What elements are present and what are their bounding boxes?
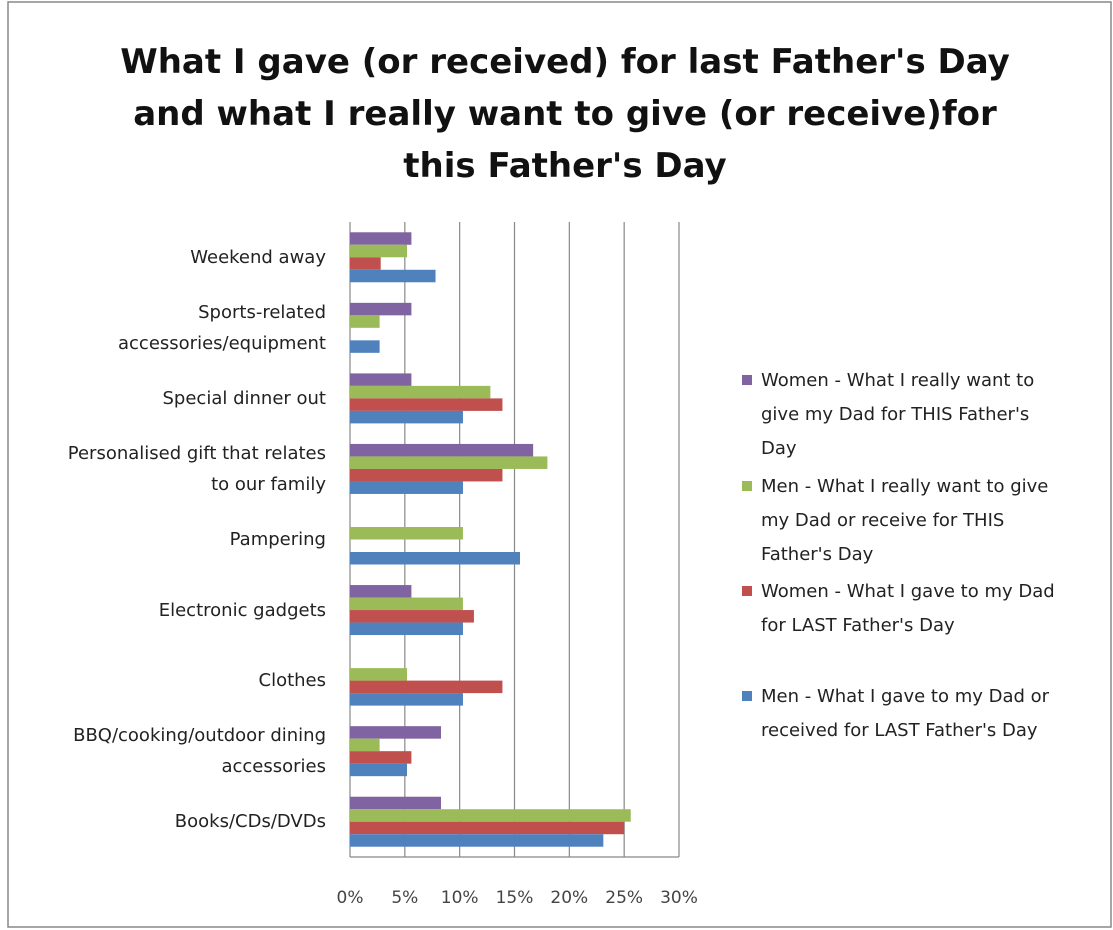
x-tick-label: 0%	[336, 888, 364, 908]
bar	[350, 527, 463, 540]
bar	[350, 456, 548, 469]
x-tick-label: 15%	[495, 888, 534, 908]
y-tick-label: Electronic gadgets	[158, 599, 326, 621]
bar	[350, 834, 604, 847]
chart-title: What I gave (or received) for last Fathe…	[120, 42, 1010, 186]
x-tick-label: 5%	[391, 888, 419, 908]
x-tick-label: 10%	[440, 888, 479, 908]
bar	[350, 257, 381, 270]
bar	[350, 410, 463, 424]
bar	[350, 585, 412, 598]
bar	[350, 302, 412, 316]
bar	[350, 680, 503, 694]
bar	[350, 738, 380, 752]
bar	[350, 481, 463, 494]
y-tick-label: Sports-related accessories/equipment	[118, 301, 326, 354]
legend-label: Women - What I really want to give my Da…	[761, 370, 1035, 459]
bar	[350, 809, 631, 822]
bar	[350, 315, 380, 328]
y-tick-label: Clothes	[258, 670, 327, 692]
legend-swatch	[742, 691, 752, 701]
legend-swatch	[742, 481, 752, 491]
bar	[350, 385, 491, 399]
bar	[350, 821, 625, 835]
x-tick-label: 20%	[550, 888, 589, 908]
legend-label: Men - What I really want to give my Dad …	[761, 476, 1049, 565]
bar	[350, 668, 408, 681]
bar	[350, 622, 463, 636]
legend-swatch	[742, 586, 752, 596]
bar	[350, 597, 463, 611]
bar	[350, 763, 408, 777]
y-tick-label: Special dinner out	[162, 387, 327, 409]
y-tick-label: Personalised gift that relates to our fa…	[67, 442, 326, 495]
chart-frame	[7, 1, 1112, 928]
bar	[350, 269, 436, 283]
bar	[350, 726, 442, 739]
bar	[350, 693, 463, 706]
bar	[350, 443, 534, 457]
bar	[350, 552, 520, 565]
y-tick-label: Pampering	[229, 529, 326, 550]
legend-swatch	[742, 375, 752, 385]
bar	[350, 398, 503, 411]
bar	[350, 373, 412, 386]
bar	[350, 751, 412, 764]
y-tick-label: Books/CDs/DVDs	[174, 811, 326, 833]
legend-label: Women - What I gave to my Dad for LAST F…	[761, 581, 1055, 636]
y-tick-label: BBQ/cooking/outdoor dining accessories	[73, 725, 326, 778]
bar	[350, 340, 380, 353]
bar	[350, 232, 412, 245]
y-tick-label: Weekend away	[190, 246, 326, 268]
bar	[350, 468, 503, 482]
bar	[350, 610, 474, 623]
x-tick-label: 30%	[660, 888, 698, 908]
bar	[350, 796, 442, 810]
x-tick-label: 25%	[605, 888, 644, 908]
bar	[350, 244, 408, 258]
legend-label: Men - What I gave to my Dad or received …	[761, 686, 1050, 741]
